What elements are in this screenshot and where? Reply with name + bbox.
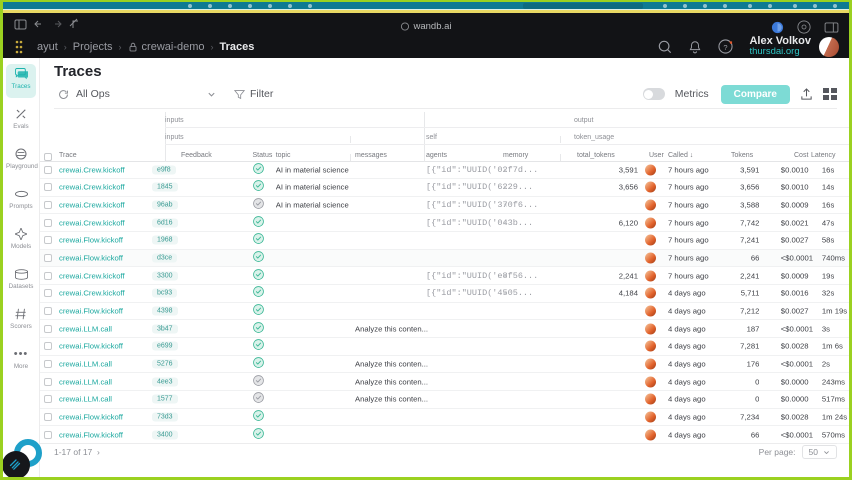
svg-text:?: ? [724,43,728,52]
